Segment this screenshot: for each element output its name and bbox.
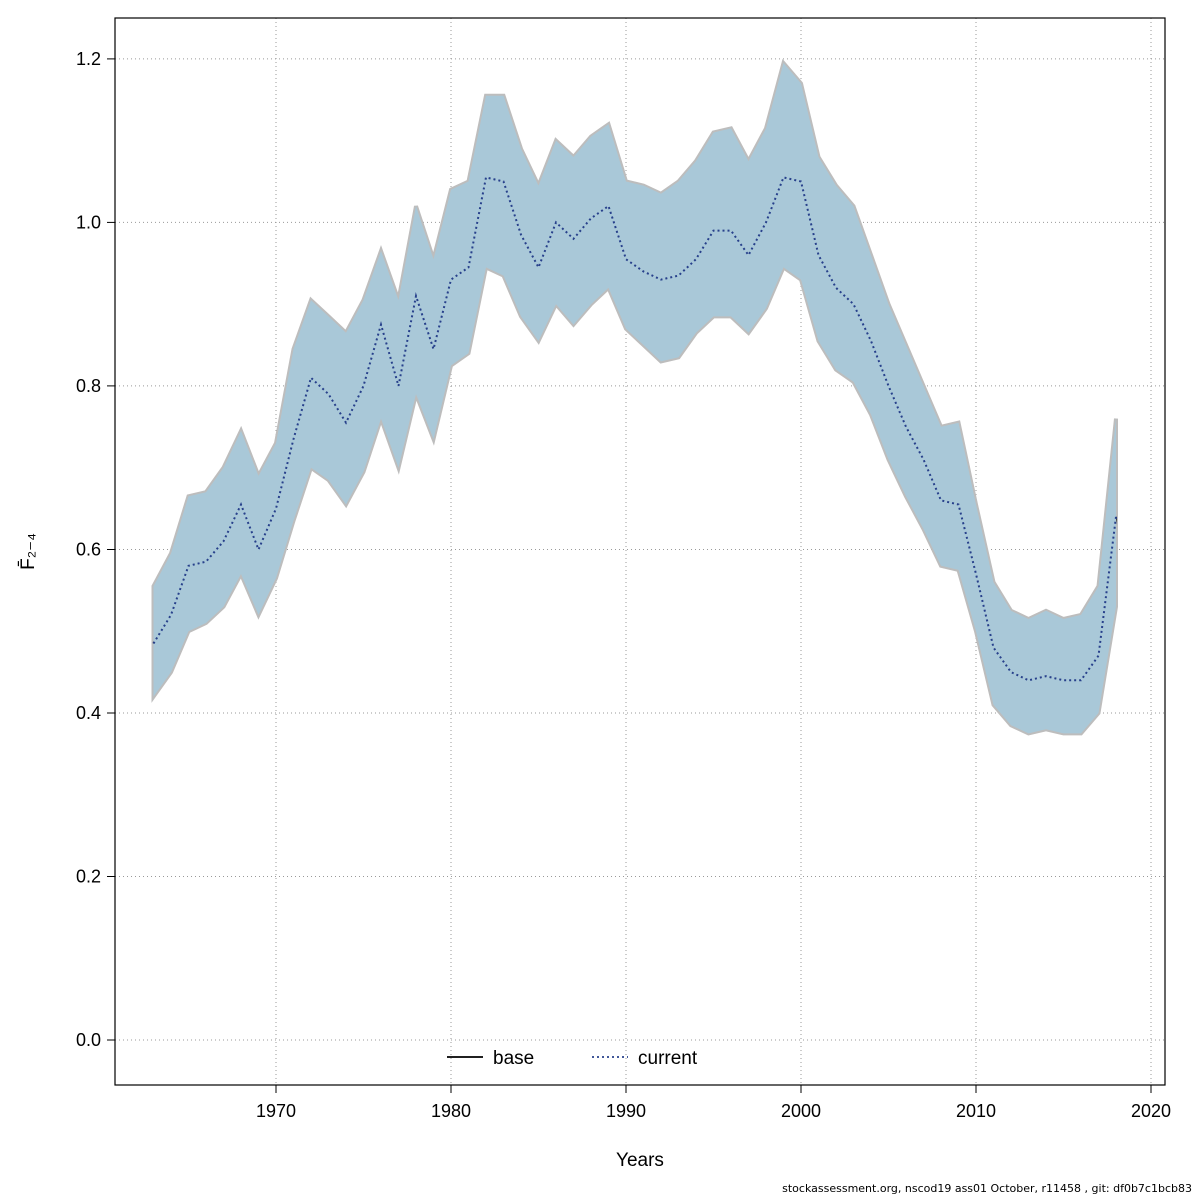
legend-current-label: current	[638, 1048, 698, 1069]
current-line	[152, 176, 1117, 682]
y-tick-label: 0.6	[76, 540, 101, 560]
x-tick-label: 1990	[606, 1101, 646, 1121]
x-tick-label: 2010	[956, 1101, 996, 1121]
y-tick-label: 1.0	[76, 212, 101, 232]
x-tick-label: 1970	[256, 1101, 296, 1121]
y-tick-label: 0.0	[76, 1030, 101, 1050]
plot-border	[114, 17, 1166, 1086]
x-tick-label: 2020	[1131, 1101, 1171, 1121]
current-confidence-band	[153, 63, 1116, 734]
y-tick-label: 1.2	[76, 49, 101, 69]
x-axis-label: Years	[616, 1150, 664, 1171]
y-tick-label: 0.4	[76, 703, 101, 723]
footer-credit: stockassessment.org, nscod19 ass01 Octob…	[782, 1182, 1192, 1195]
axes: 1970 1980 1990 2000 2010 2020 0.0 0.2 0.4 0.6 0.8 1…	[76, 17, 1171, 1121]
y-axis-label: F̄₂₋₄	[18, 533, 39, 570]
legend: base current	[447, 1048, 698, 1069]
x-tick-label: 1980	[431, 1101, 471, 1121]
y-tick-label: 0.8	[76, 376, 101, 396]
x-tick-label: 2000	[781, 1101, 821, 1121]
y-tick-label: 0.2	[76, 867, 101, 887]
legend-base-label: base	[493, 1048, 534, 1069]
current-series	[152, 63, 1117, 734]
